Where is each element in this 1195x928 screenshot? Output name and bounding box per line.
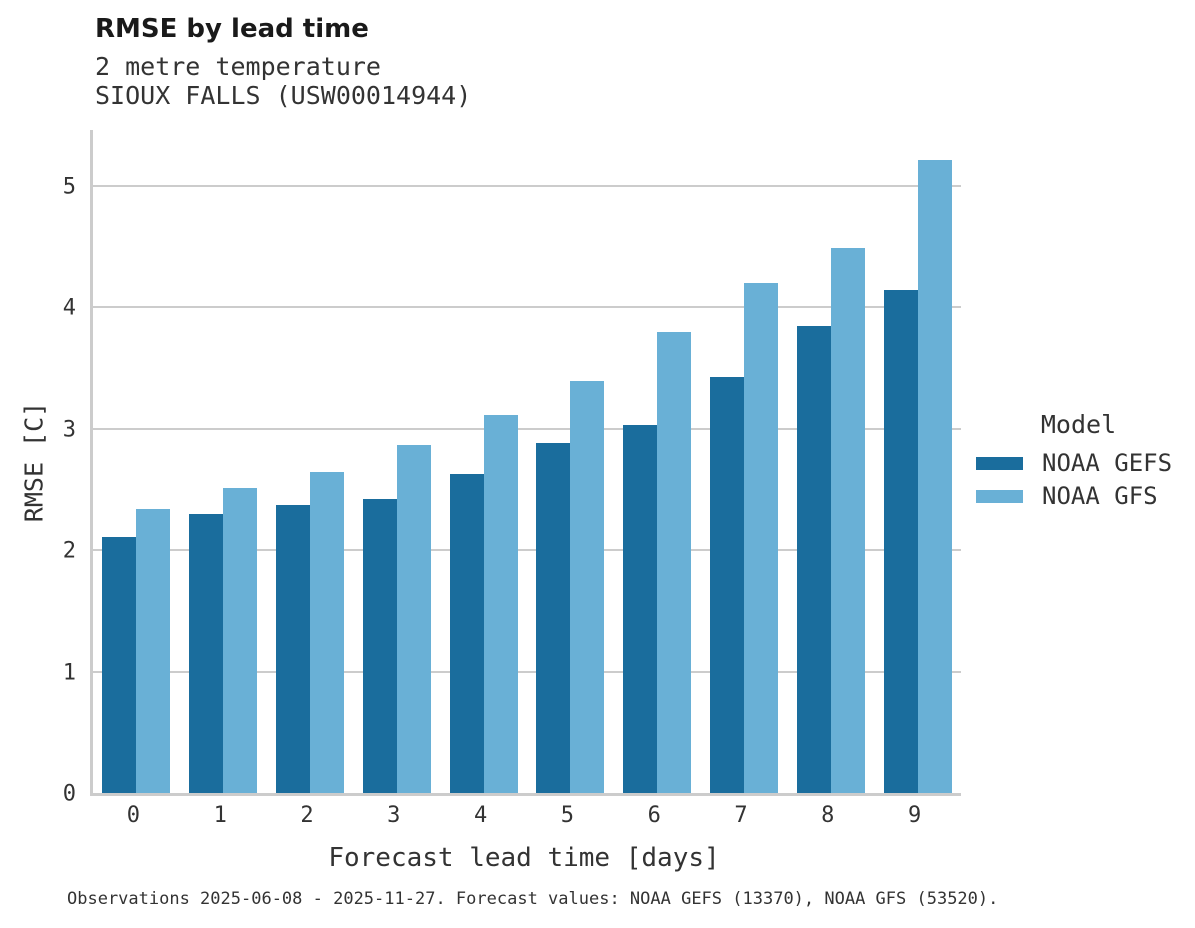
x-tick-label-1: 1 <box>213 803 227 828</box>
legend-swatch-icon <box>976 489 1023 503</box>
x-tick-label-7: 7 <box>734 803 748 828</box>
bar-noaa-gfs-day-5 <box>570 381 605 793</box>
legend-item-noaa-gefs: NOAA GEFS <box>976 449 1181 477</box>
legend-label: NOAA GEFS <box>1042 449 1173 477</box>
bar-noaa-gefs-day-3 <box>362 499 397 793</box>
caption-text: Observations 2025-06-08 - 2025-11-27. Fo… <box>67 889 999 909</box>
y-tick-label-1: 1 <box>62 660 76 686</box>
x-tick-label-5: 5 <box>560 803 575 828</box>
bar-noaa-gefs-day-2 <box>276 505 310 793</box>
bar-noaa-gefs-day-1 <box>189 513 224 793</box>
x-tick-label-3: 3 <box>387 803 401 828</box>
gridline-y-1 <box>93 670 961 673</box>
legend-title: Model <box>1040 410 1117 439</box>
bar-noaa-gfs-day-4 <box>483 415 518 793</box>
legend: Model NOAA GEFS NOAA GFS <box>976 410 1181 510</box>
x-tick-label-8: 8 <box>821 803 835 828</box>
gridline-y-3 <box>93 427 961 430</box>
x-axis-title: Forecast lead time [days] <box>328 843 720 873</box>
bar-noaa-gefs-day-7 <box>710 376 744 793</box>
bar-noaa-gefs-day-6 <box>623 425 658 793</box>
bar-noaa-gfs-day-9 <box>917 160 952 793</box>
bar-noaa-gfs-day-7 <box>744 283 778 793</box>
y-tick-label-3: 3 <box>62 417 76 443</box>
x-tick-label-6: 6 <box>647 803 661 828</box>
bar-noaa-gefs-day-9 <box>883 290 918 793</box>
gridline-y-4 <box>93 306 961 309</box>
legend-items: NOAA GEFS NOAA GFS <box>976 449 1181 510</box>
x-tick-label-2: 2 <box>300 803 314 828</box>
x-tick-label-4: 4 <box>473 803 488 828</box>
bar-noaa-gefs-day-4 <box>449 473 484 793</box>
bar-noaa-gefs-day-5 <box>536 443 571 793</box>
x-tick-label-0: 0 <box>126 803 141 828</box>
gridline-y-2 <box>93 549 961 552</box>
plot-area <box>90 130 961 796</box>
chart-subtitle-station: SIOUX FALLS (USW00014944) <box>95 81 472 110</box>
chart-subtitle-variable: 2 metre temperature <box>95 52 381 81</box>
bar-noaa-gfs-day-8 <box>830 247 865 793</box>
bar-noaa-gfs-day-2 <box>310 472 344 793</box>
bar-noaa-gfs-day-0 <box>136 508 171 793</box>
bar-noaa-gfs-day-6 <box>657 331 692 793</box>
y-tick-label-0: 0 <box>62 781 76 807</box>
chart-title: RMSE by lead time <box>95 14 369 44</box>
legend-item-noaa-gfs: NOAA GFS <box>976 482 1181 510</box>
x-tick-label-9: 9 <box>907 803 922 828</box>
bar-noaa-gefs-day-0 <box>102 536 137 793</box>
bar-noaa-gfs-day-3 <box>396 444 431 793</box>
legend-swatch-icon <box>976 456 1023 470</box>
y-tick-label-2: 2 <box>62 538 76 564</box>
bar-noaa-gfs-day-1 <box>223 488 258 793</box>
legend-label: NOAA GFS <box>1042 482 1158 510</box>
gridline-y-5 <box>93 184 961 187</box>
y-tick-label-5: 5 <box>62 174 76 200</box>
y-tick-label-4: 4 <box>62 295 76 321</box>
bar-noaa-gefs-day-8 <box>796 325 831 793</box>
